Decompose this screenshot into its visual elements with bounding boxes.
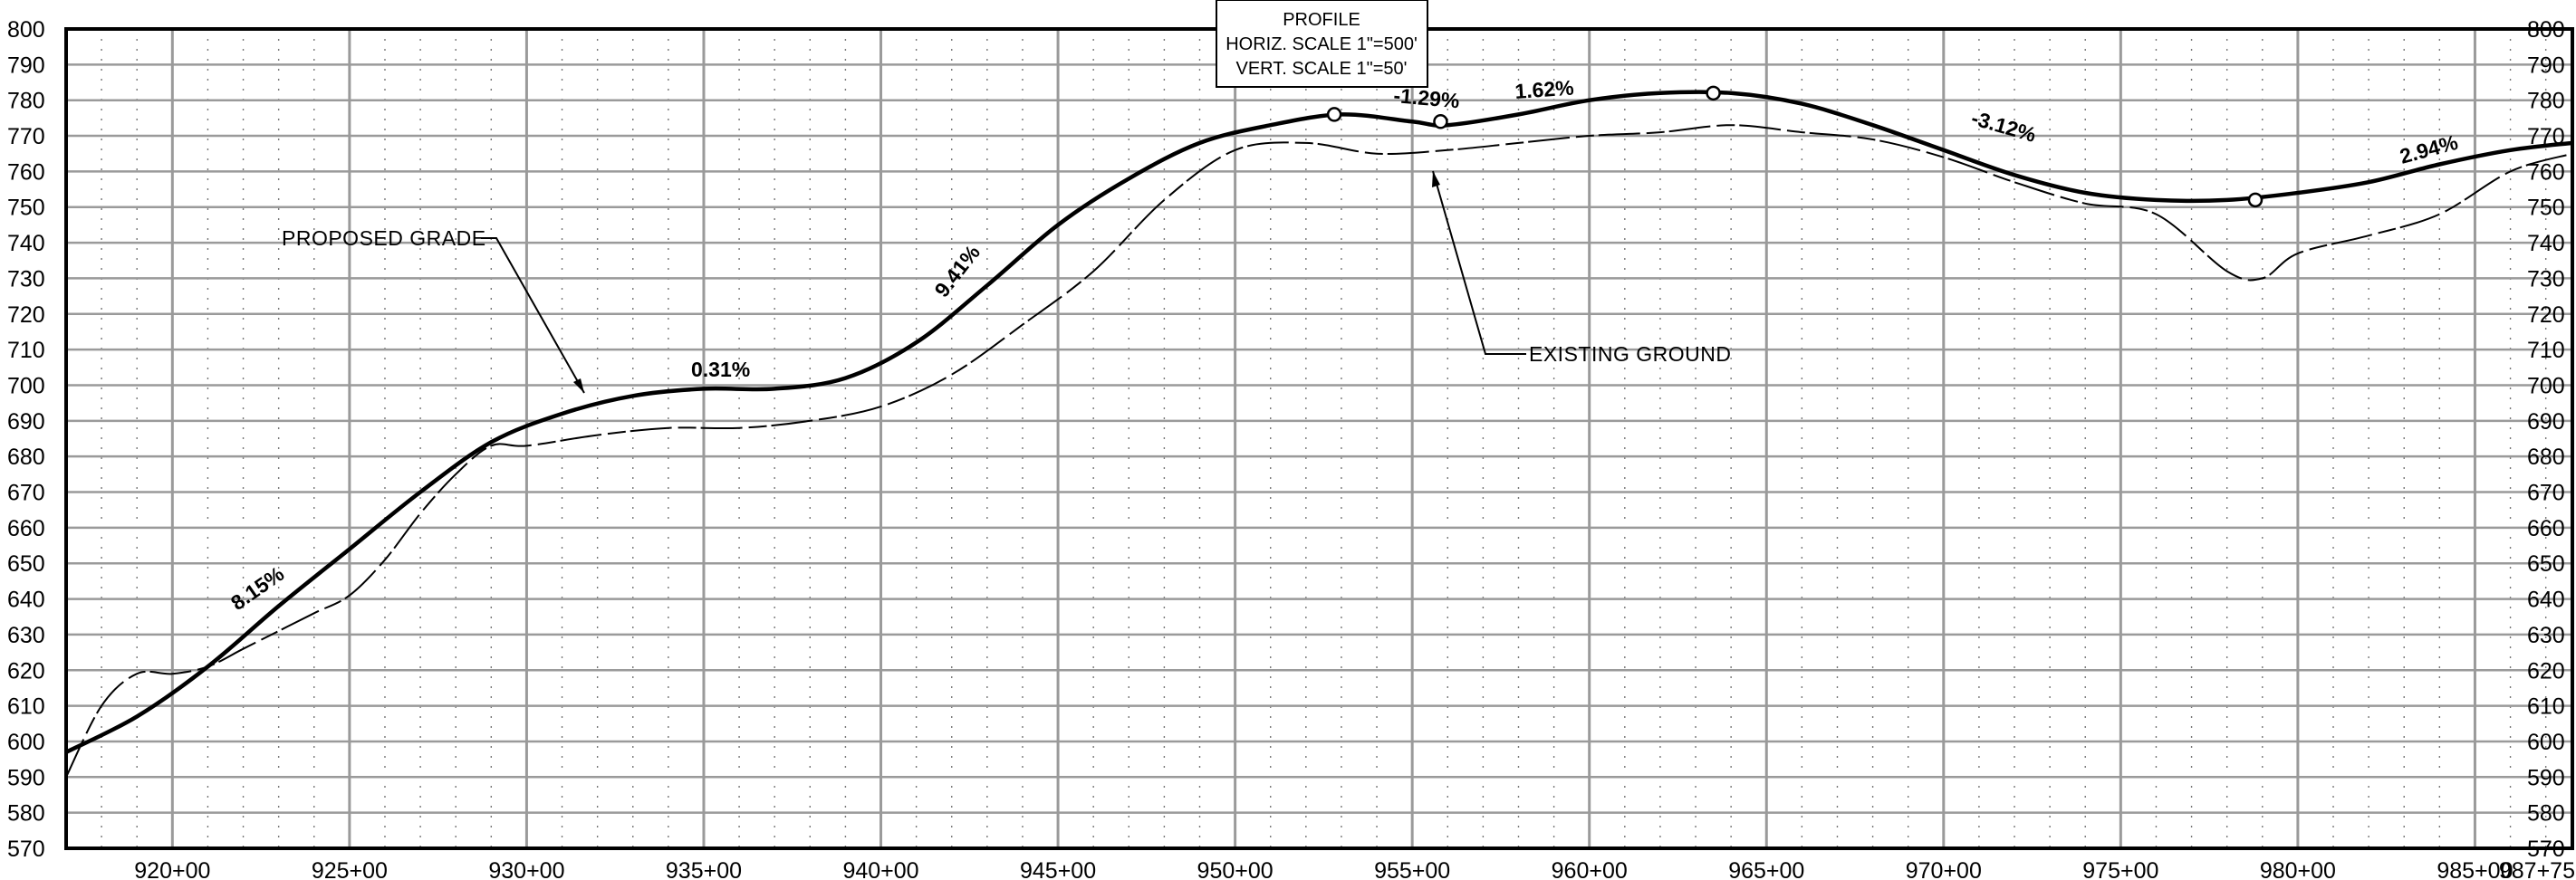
- slope-label-2: 0.31%: [691, 358, 750, 381]
- y-tick-label-right: 570: [2527, 837, 2565, 862]
- slope-label-4: -1.29%: [1393, 83, 1461, 112]
- y-tick-label-left: 730: [7, 266, 45, 292]
- y-tick-label-right: 680: [2527, 445, 2565, 470]
- x-tick-label: 940+00: [842, 858, 918, 880]
- series-layer: [64, 90, 2573, 778]
- y-tick-label-right: 580: [2527, 801, 2565, 827]
- y-tick-label-left: 640: [7, 588, 45, 613]
- minor-gridlines: [101, 29, 2547, 848]
- y-tick-label-left: 690: [7, 409, 45, 435]
- y-tick-label-left: 780: [7, 89, 45, 114]
- existing-ground-line: [65, 124, 2573, 778]
- proposed-grade-callout: PROPOSED GRADE: [282, 226, 585, 394]
- slope-label-5: 1.62%: [1514, 76, 1575, 103]
- y-tick-label-left: 580: [7, 801, 45, 827]
- y-tick-label-left: 650: [7, 551, 45, 577]
- horizontal-scale-note: HORIZ. SCALE 1"=500': [1226, 34, 1418, 54]
- y-tick-label-right: 760: [2527, 159, 2565, 185]
- y-tick-label-right: 670: [2527, 481, 2565, 506]
- existing-ground-callout: EXISTING GROUND: [1432, 170, 1731, 366]
- profile-title: PROFILE: [1283, 10, 1360, 30]
- pvi-marker: [1433, 114, 1448, 129]
- y-tick-label-right: 590: [2527, 765, 2565, 790]
- y-tick-label-right: 780: [2527, 89, 2565, 114]
- x-tick-label: 930+00: [488, 858, 564, 880]
- y-tick-label-right: 640: [2527, 588, 2565, 613]
- x-tick-label: 970+00: [1906, 858, 1982, 880]
- y-tick-label-left: 760: [7, 159, 45, 185]
- x-tick-label: 935+00: [666, 858, 742, 880]
- y-tick-label-left: 700: [7, 373, 45, 398]
- y-tick-label-left: 600: [7, 730, 45, 755]
- y-tick-label-right: 690: [2527, 409, 2565, 435]
- y-tick-label-left: 680: [7, 445, 45, 470]
- y-tick-label-right: 710: [2527, 338, 2565, 363]
- y-tick-label-left: 710: [7, 338, 45, 363]
- y-tick-label-left: 570: [7, 837, 45, 862]
- existing-ground-label: EXISTING GROUND: [1529, 342, 1731, 366]
- y-axis-labels-right: 570 580 590 600 610 620 630 640 650 660 670 680 690 7…: [2527, 17, 2565, 862]
- y-tick-label-left: 630: [7, 623, 45, 648]
- x-axis-labels: 920+00 925+00 930+00 935+00 940+00 945+00 950+…: [134, 858, 2575, 880]
- pvi-marker: [1706, 85, 1721, 101]
- y-tick-label-right: 610: [2527, 694, 2565, 720]
- proposed-grade-label: PROPOSED GRADE: [282, 226, 486, 250]
- vertical-scale-note: VERT. SCALE 1"=50': [1236, 59, 1408, 79]
- y-tick-label-right: 770: [2527, 124, 2565, 149]
- pvi-marker: [2247, 192, 2264, 208]
- proposed-grade-line: [64, 90, 2573, 754]
- y-tick-label-left: 670: [7, 481, 45, 506]
- x-tick-label: 987+75: [2499, 858, 2575, 880]
- x-tick-label: 945+00: [1020, 858, 1096, 880]
- y-tick-label-left: 720: [7, 302, 45, 328]
- pvi-marker: [1326, 107, 1342, 122]
- y-tick-label-right: 740: [2527, 231, 2565, 256]
- y-axis-labels-left: 570 580 590 600 610 620 630 640 650 660 670 680 690 7…: [7, 17, 45, 862]
- x-tick-label: 965+00: [1728, 858, 1804, 880]
- y-tick-label-right: 660: [2527, 516, 2565, 541]
- y-tick-label-right: 750: [2527, 196, 2565, 221]
- pvi-markers: [1326, 85, 2264, 208]
- y-tick-label-left: 660: [7, 516, 45, 541]
- y-tick-label-left: 590: [7, 765, 45, 790]
- y-tick-label-left: 800: [7, 17, 45, 43]
- x-tick-label: 950+00: [1197, 858, 1274, 880]
- x-tick-label: 955+00: [1374, 858, 1450, 880]
- y-tick-label-right: 630: [2527, 623, 2565, 648]
- x-tick-label: 960+00: [1552, 858, 1628, 880]
- profile-title-box: PROFILE HORIZ. SCALE 1"=500' VERT. SCALE…: [1216, 0, 1428, 88]
- y-tick-label-right: 790: [2527, 53, 2565, 78]
- x-tick-label: 925+00: [312, 858, 388, 880]
- y-tick-label-right: 730: [2527, 266, 2565, 292]
- y-tick-label-right: 700: [2527, 373, 2565, 398]
- major-gridlines: [66, 29, 2572, 848]
- y-tick-label-right: 800: [2527, 17, 2565, 43]
- x-tick-label: 980+00: [2260, 858, 2336, 880]
- y-tick-label-left: 740: [7, 231, 45, 256]
- y-tick-label-left: 610: [7, 694, 45, 720]
- y-tick-label-right: 650: [2527, 551, 2565, 577]
- y-tick-label-right: 620: [2527, 658, 2565, 684]
- x-tick-label: 975+00: [2082, 858, 2158, 880]
- y-tick-label-right: 600: [2527, 730, 2565, 755]
- y-tick-label-left: 750: [7, 196, 45, 221]
- x-tick-label: 920+00: [134, 858, 210, 880]
- y-tick-label-left: 770: [7, 124, 45, 149]
- y-tick-label-left: 620: [7, 658, 45, 684]
- y-tick-label-right: 720: [2527, 302, 2565, 328]
- y-tick-label-left: 790: [7, 53, 45, 78]
- x-tick-label: 985+00: [2437, 858, 2513, 880]
